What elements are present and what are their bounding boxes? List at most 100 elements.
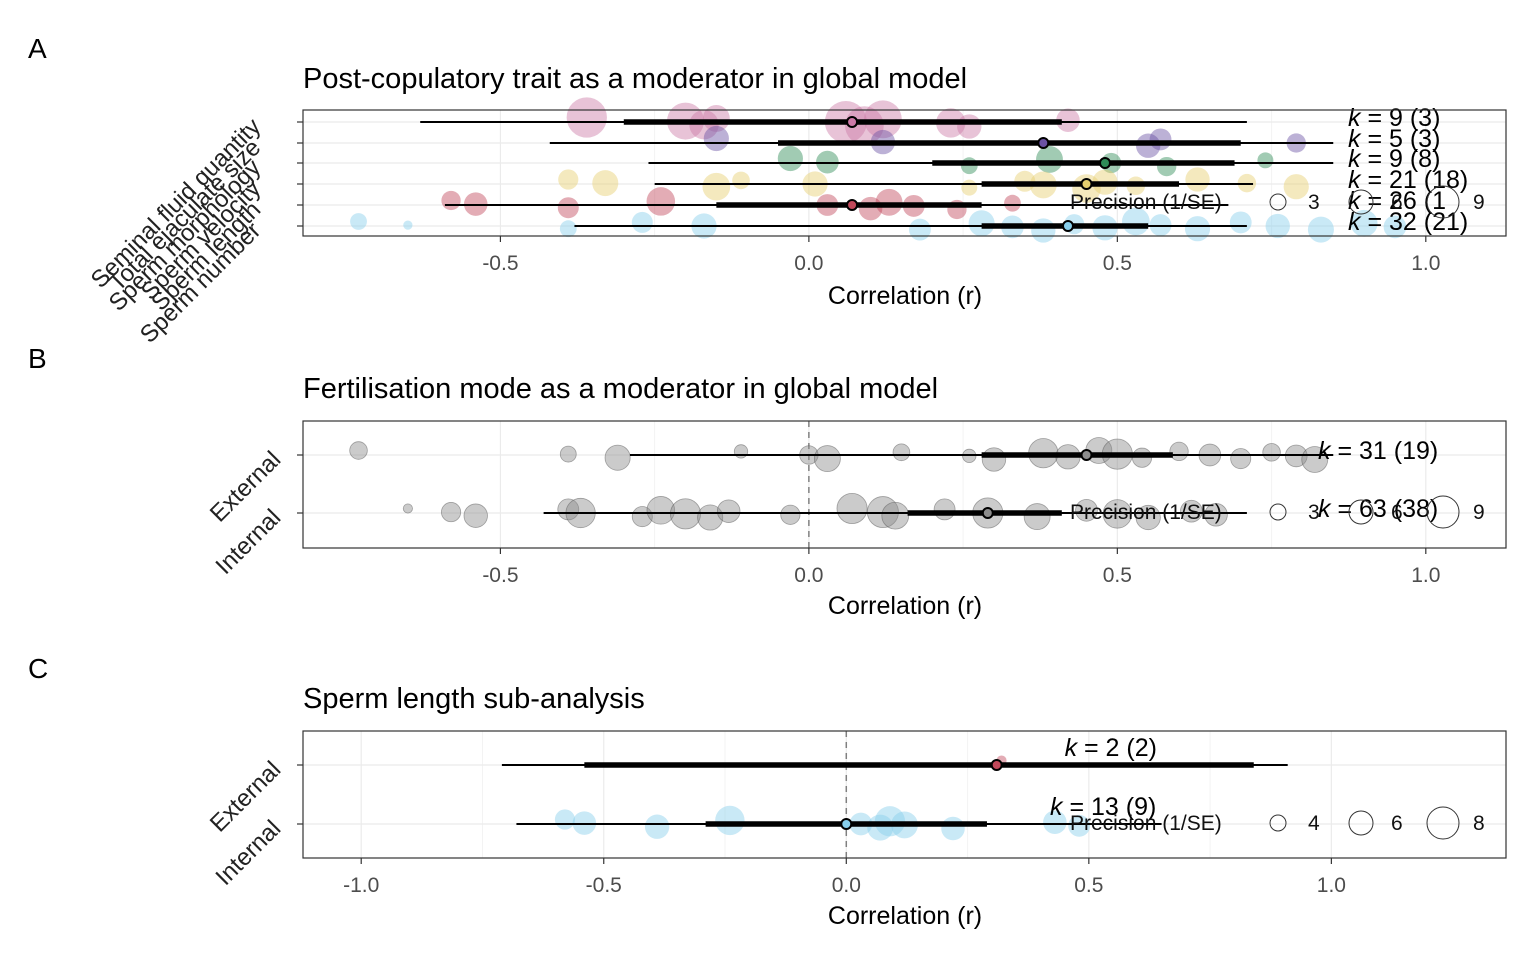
data-point bbox=[1068, 814, 1091, 837]
legend-label: 6 bbox=[1391, 812, 1403, 835]
data-point bbox=[604, 444, 631, 471]
estimate-point bbox=[1080, 449, 1093, 461]
data-point bbox=[933, 498, 956, 521]
data-point bbox=[557, 197, 579, 219]
data-point bbox=[909, 218, 931, 241]
data-point bbox=[892, 443, 911, 462]
plot-border bbox=[302, 730, 1507, 859]
data-point bbox=[845, 106, 884, 145]
data-point bbox=[881, 501, 910, 530]
k-label: k = 9 (8) bbox=[1348, 145, 1440, 173]
data-point bbox=[646, 187, 676, 216]
data-point bbox=[1169, 441, 1189, 462]
data-point bbox=[733, 444, 749, 459]
x-tick-label: 0.5 bbox=[1103, 564, 1132, 587]
data-point bbox=[941, 816, 965, 841]
data-point bbox=[403, 220, 413, 230]
data-point bbox=[1056, 108, 1080, 132]
data-point bbox=[558, 169, 579, 190]
data-point bbox=[441, 502, 462, 523]
x-tick-label: 0.5 bbox=[1103, 252, 1132, 275]
x-tick-label: 0.0 bbox=[794, 564, 823, 587]
panel-b-xlabel: Correlation (r) bbox=[828, 592, 982, 620]
x-tick-label: 1.0 bbox=[1411, 564, 1440, 587]
legend-key bbox=[1348, 810, 1374, 836]
data-point bbox=[566, 97, 607, 138]
data-point bbox=[631, 211, 653, 233]
data-point bbox=[557, 498, 580, 521]
data-point bbox=[1383, 215, 1407, 239]
estimate-point bbox=[990, 759, 1003, 771]
data-point bbox=[1265, 213, 1290, 239]
x-tick-label: 1.0 bbox=[1411, 252, 1440, 275]
legend-key bbox=[1269, 193, 1287, 211]
panel-a-title: Post-copulatory trait as a moderator in … bbox=[303, 63, 967, 95]
data-point bbox=[1262, 443, 1281, 462]
legend-label: 9 bbox=[1473, 191, 1485, 214]
data-point bbox=[1307, 216, 1334, 243]
data-point bbox=[1229, 211, 1252, 234]
legend-label: 6 bbox=[1391, 501, 1403, 524]
data-point bbox=[554, 809, 576, 830]
k-label: k = 13 (9) bbox=[1050, 793, 1156, 821]
data-point bbox=[1180, 499, 1203, 523]
panel-letter-a: A bbox=[28, 33, 47, 64]
data-point bbox=[813, 445, 841, 473]
data-point bbox=[463, 503, 488, 528]
data-point bbox=[702, 172, 731, 201]
panel-c-xlabel: Correlation (r) bbox=[828, 902, 982, 930]
data-point bbox=[957, 114, 982, 139]
k-label: k = 26 (1 bbox=[1348, 187, 1446, 215]
data-point bbox=[559, 220, 577, 238]
data-point bbox=[716, 499, 741, 523]
legend-key bbox=[1426, 185, 1460, 219]
data-point bbox=[697, 504, 724, 531]
plot-background bbox=[303, 110, 1506, 236]
k-label: k = 32 (21) bbox=[1348, 208, 1468, 236]
data-point bbox=[1004, 194, 1021, 212]
panel-letter-b: B bbox=[28, 343, 47, 374]
data-point bbox=[715, 805, 745, 836]
x-tick-label: 0.0 bbox=[794, 252, 823, 275]
legend-key bbox=[1426, 495, 1460, 529]
data-point bbox=[1135, 504, 1161, 531]
k-label: k = 9 (3) bbox=[1348, 104, 1440, 132]
data-point bbox=[1204, 503, 1228, 527]
legend-key bbox=[1269, 814, 1287, 832]
data-point bbox=[441, 190, 461, 211]
data-point bbox=[1075, 498, 1098, 522]
data-point bbox=[1036, 145, 1063, 173]
x-tick-label: 0.5 bbox=[1074, 874, 1103, 897]
estimate-point bbox=[846, 199, 859, 211]
legend-title: Precision (1/SE) bbox=[1070, 812, 1222, 835]
data-point bbox=[1230, 448, 1252, 470]
plot-border bbox=[302, 420, 1507, 549]
plot-border bbox=[302, 109, 1507, 237]
data-point bbox=[780, 504, 801, 525]
legend-key bbox=[1269, 503, 1287, 521]
data-point bbox=[1283, 174, 1309, 200]
legend-label: 6 bbox=[1391, 191, 1403, 214]
data-point bbox=[349, 441, 368, 460]
legend-key bbox=[1348, 499, 1374, 525]
data-point bbox=[732, 171, 750, 190]
panel-a-xlabel: Correlation (r) bbox=[828, 282, 982, 310]
estimate-point bbox=[840, 818, 853, 830]
data-point bbox=[867, 814, 894, 841]
data-point bbox=[1149, 128, 1172, 151]
legend-label: 3 bbox=[1308, 191, 1320, 214]
data-point bbox=[1023, 503, 1051, 531]
data-point bbox=[702, 104, 730, 132]
legend-key bbox=[1426, 806, 1460, 840]
data-point bbox=[1350, 209, 1378, 237]
data-point bbox=[350, 213, 367, 230]
estimate-point bbox=[1037, 137, 1050, 149]
x-tick-label: -0.5 bbox=[482, 252, 518, 275]
data-point bbox=[836, 492, 868, 525]
data-point bbox=[592, 170, 619, 197]
estimate-point bbox=[1080, 178, 1093, 190]
data-point bbox=[1257, 152, 1274, 169]
data-point bbox=[402, 503, 413, 514]
x-tick-label: -1.0 bbox=[343, 874, 379, 897]
